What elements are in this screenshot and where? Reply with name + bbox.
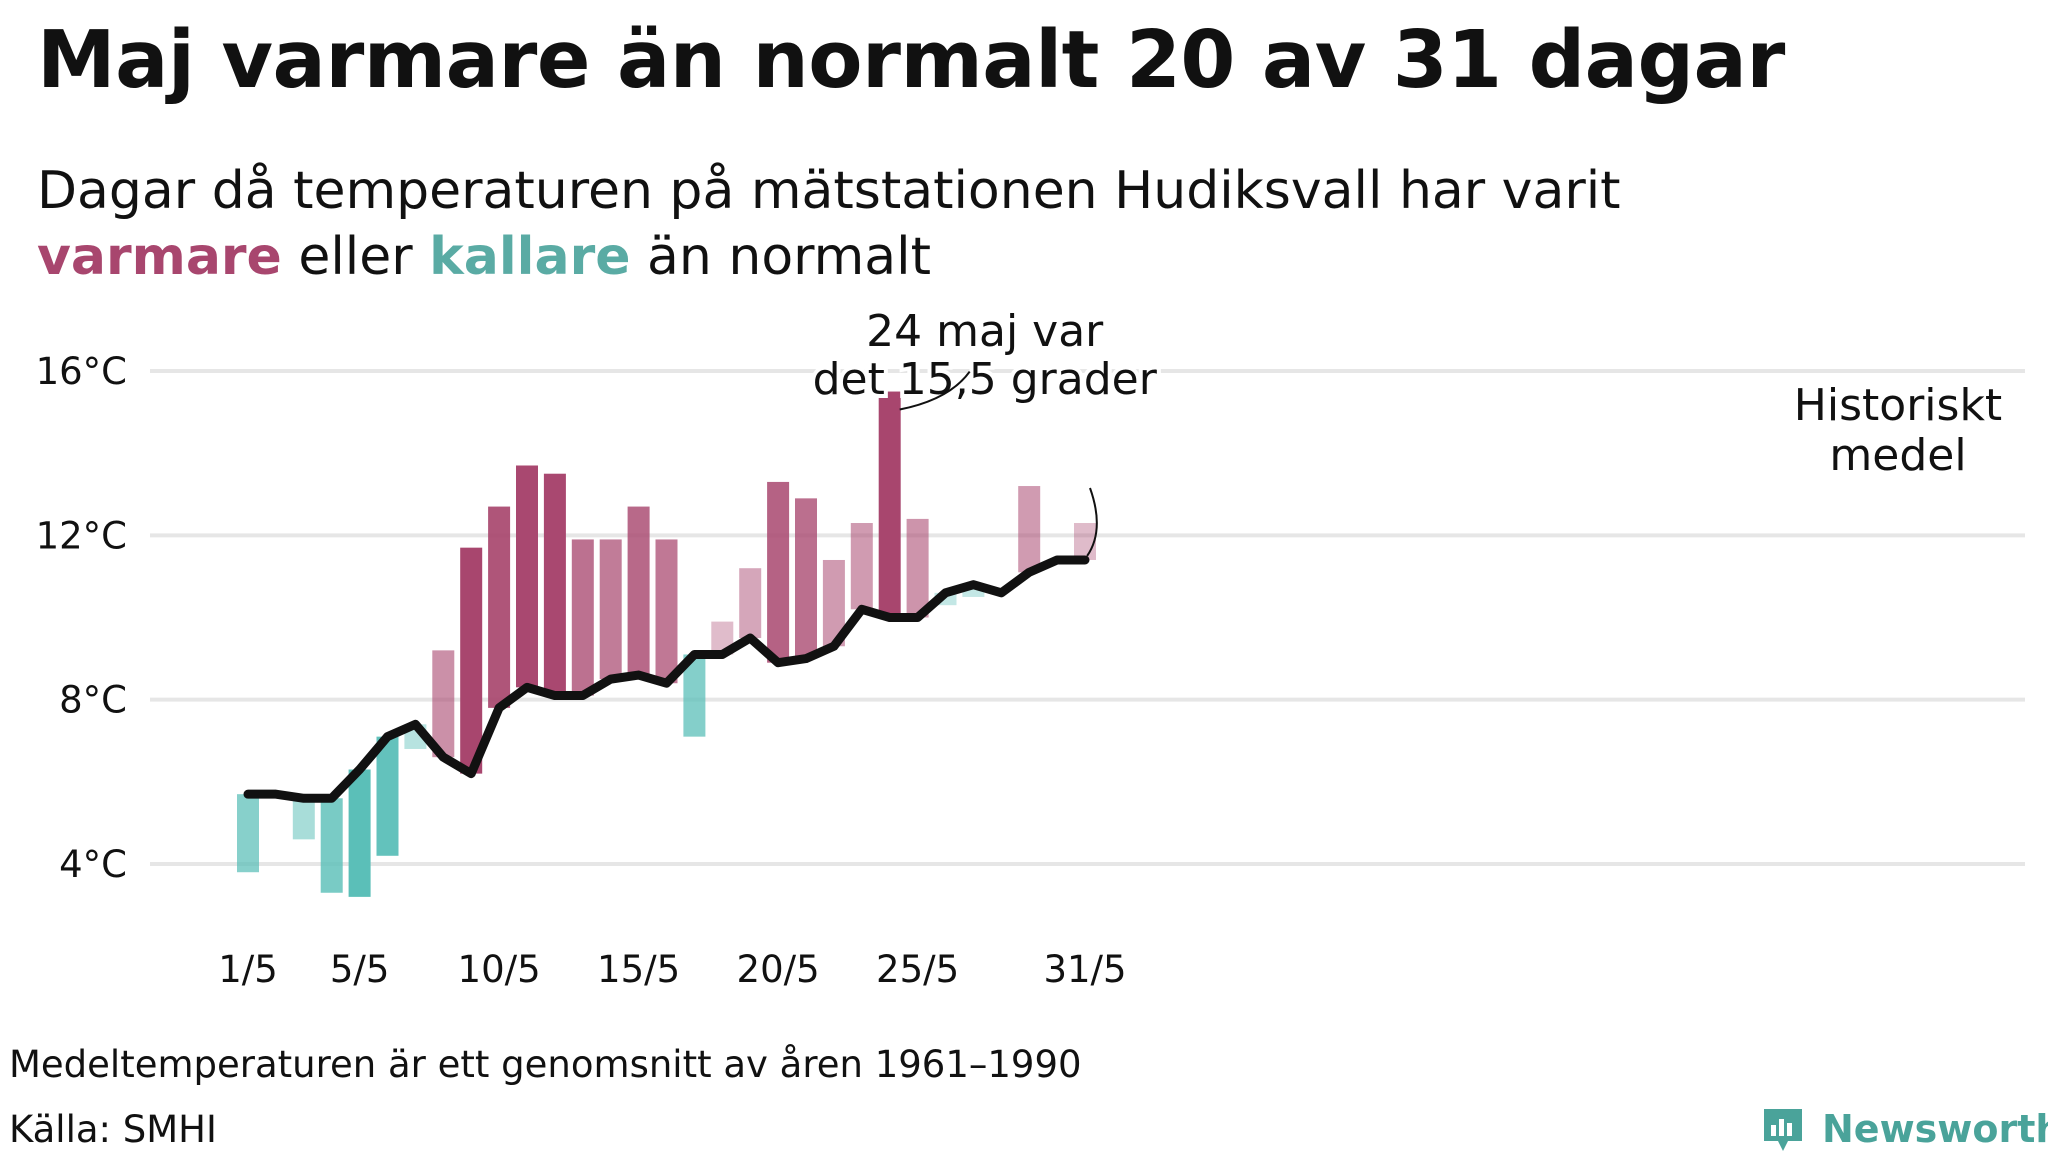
bar-day-4 xyxy=(320,798,343,893)
bar-day-12 xyxy=(543,473,566,696)
bar-day-9 xyxy=(460,547,483,774)
bar-day-5 xyxy=(348,769,371,897)
bar-day-29 xyxy=(1018,486,1041,573)
bar-day-24 xyxy=(878,391,901,618)
y-tick-label: 16°C xyxy=(36,350,127,393)
footnote: Medeltemperaturen är ett genomsnitt av å… xyxy=(9,1043,1082,1086)
bar-day-10 xyxy=(488,506,511,708)
chart-subtitle: Dagar då temperaturen på mätstationen Hu… xyxy=(37,158,1621,290)
subtitle-line-1: Dagar då temperaturen på mätstationen Hu… xyxy=(37,161,1621,221)
bar-day-23 xyxy=(850,523,873,610)
source-note: Källa: SMHI xyxy=(9,1108,217,1151)
bar-day-20 xyxy=(767,481,790,663)
x-tick-label: 1/5 xyxy=(218,948,278,991)
subtitle-line-2: varmare eller kallare än normalt xyxy=(37,224,1621,290)
warm-legend-word: varmare xyxy=(37,227,282,287)
annotation-mean-pointer xyxy=(1086,487,1098,557)
annotation-mean-text: medel xyxy=(1829,430,1966,481)
bar-day-3 xyxy=(292,798,315,840)
y-tick-label: 4°C xyxy=(59,843,127,886)
bar-day-17 xyxy=(683,654,706,737)
bar-day-1 xyxy=(237,794,259,873)
bar-day-15 xyxy=(627,506,650,676)
x-tick-label: 25/5 xyxy=(876,948,959,991)
annotation-mean-text: Historiskt xyxy=(1794,380,2002,431)
bar-day-14 xyxy=(599,539,622,680)
annotation-max-text: det 15,5 grader xyxy=(813,354,1158,405)
bar-day-19 xyxy=(739,568,762,639)
bar-day-25 xyxy=(906,518,929,618)
newsworthy-logo-icon xyxy=(1764,1109,1802,1151)
x-tick-label: 15/5 xyxy=(597,948,680,991)
bar-day-21 xyxy=(795,498,817,659)
x-tick-label: 5/5 xyxy=(330,948,390,991)
y-tick-label: 8°C xyxy=(59,679,127,722)
newsworthy-logo: Newsworthy xyxy=(1760,1105,2048,1155)
newsworthy-brand-text: Newsworthy xyxy=(1822,1107,2048,1151)
x-tick-label: 31/5 xyxy=(1043,948,1126,991)
bar-day-31 xyxy=(1074,523,1096,560)
x-tick-label: 10/5 xyxy=(458,948,541,991)
bar-day-16 xyxy=(655,539,678,684)
x-tick-label: 20/5 xyxy=(737,948,820,991)
y-tick-label: 12°C xyxy=(36,514,127,557)
chart-title: Maj varmare än normalt 20 av 31 dagar xyxy=(37,14,1785,106)
annotation-max-pointer xyxy=(899,370,971,411)
cold-legend-word: kallare xyxy=(429,227,631,287)
bar-day-13 xyxy=(571,539,594,696)
subtitle-middle: eller xyxy=(298,227,413,287)
bar-day-11 xyxy=(516,465,538,688)
historical-mean-line xyxy=(243,555,1090,803)
bar-day-22 xyxy=(822,559,845,647)
bar-day-6 xyxy=(376,736,399,856)
subtitle-end: än normalt xyxy=(647,227,931,287)
bar-day-8 xyxy=(432,650,455,758)
annotation-max-text: 24 maj var xyxy=(866,306,1104,357)
